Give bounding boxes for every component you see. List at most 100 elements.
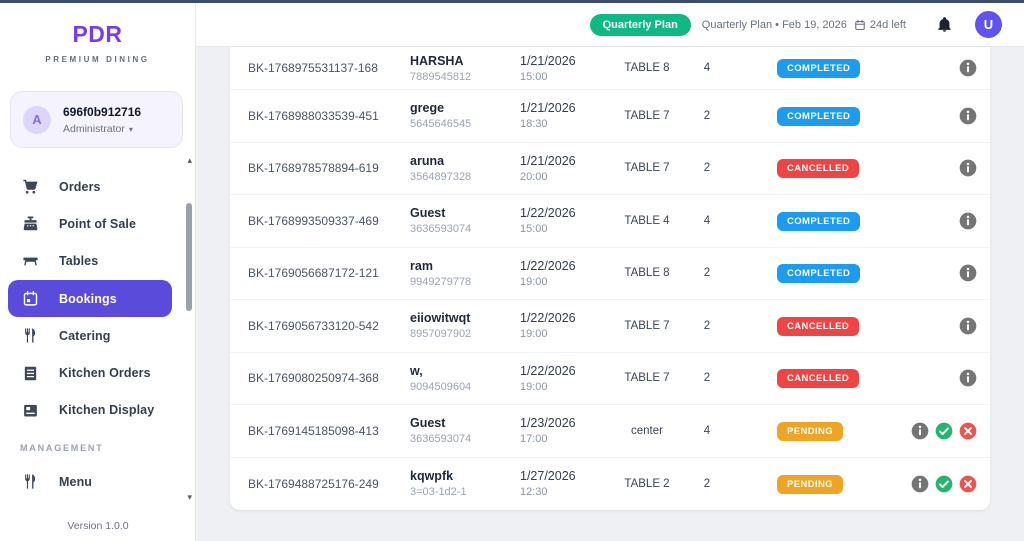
app-version: Version 1.0.0: [67, 520, 129, 532]
table-label: TABLE 8: [624, 267, 670, 280]
table-row: BK-1769056687172-121 ram 9949279778 1/22…: [230, 248, 990, 300]
approve-button[interactable]: [934, 474, 954, 494]
info-button[interactable]: [958, 58, 978, 78]
booking-id: BK-1769056733120-542: [248, 318, 379, 333]
booking-date: 1/27/2026: [520, 469, 576, 484]
booking-id: BK-1769488725176-249: [248, 476, 379, 491]
booking-time: 19:00: [520, 328, 548, 341]
info-icon: [958, 158, 978, 178]
row-actions: [898, 106, 978, 126]
scroll-up-icon[interactable]: ▴: [187, 155, 192, 165]
sidebar-item-menu[interactable]: Menu: [8, 463, 172, 500]
booking-date: 1/22/2026: [520, 363, 576, 378]
customer-name: kqwpfk: [410, 469, 454, 484]
sidebar-item-tables[interactable]: Tables: [8, 243, 172, 280]
info-button[interactable]: [958, 106, 978, 126]
info-icon: [910, 421, 930, 441]
customer-name: aruna: [410, 153, 445, 168]
guest-count: 4: [703, 62, 711, 74]
profile-id: 696f0b912716: [63, 104, 142, 119]
status-badge: PENDING: [777, 421, 844, 441]
table-label: TABLE 7: [624, 162, 670, 175]
utensils-icon: [22, 473, 39, 490]
approve-button[interactable]: [934, 421, 954, 441]
table-row: BK-1768993509337-469 Guest 3636593074 1/…: [230, 195, 990, 248]
customer-name: w,: [410, 363, 423, 378]
sidebar-scrollbar-thumb[interactable]: [186, 203, 192, 311]
info-button[interactable]: [910, 421, 930, 441]
sidebar: PDR PREMIUM DINING A 696f0b912716 Admini…: [0, 3, 196, 541]
info-button[interactable]: [958, 263, 978, 283]
profile-card[interactable]: A 696f0b912716 Administrator ▾: [10, 91, 183, 148]
bookings-table: BK-1768975531137-168 HARSHA 7889545812 1…: [230, 47, 990, 510]
info-button[interactable]: [958, 316, 978, 336]
guest-count: 4: [703, 214, 711, 227]
booking-id: BK-1769145185098-413: [248, 423, 379, 438]
register-icon: [22, 215, 39, 232]
plan-badge: Quarterly Plan: [589, 13, 691, 36]
info-button[interactable]: [910, 474, 930, 494]
status-badge: PENDING: [777, 474, 844, 494]
booking-time: 19:00: [520, 380, 548, 393]
info-button[interactable]: [958, 368, 978, 388]
info-icon: [958, 263, 978, 283]
status-badge: COMPLETED: [777, 211, 861, 231]
booking-id: BK-1769080250974-368: [248, 371, 379, 386]
sidebar-item-kitchen-orders[interactable]: Kitchen Orders: [8, 354, 172, 391]
plan-expiry-text: Quarterly Plan • Feb 19, 2026: [701, 18, 847, 31]
info-button[interactable]: [958, 211, 978, 231]
row-actions: [898, 211, 978, 231]
row-actions: [898, 263, 978, 283]
table-row: BK-1768988033539-451 grege 5645646545 1/…: [230, 90, 990, 143]
top-bar: Quarterly Plan Quarterly Plan • Feb 19, …: [196, 3, 1024, 47]
sidebar-item-catering[interactable]: Catering: [8, 317, 172, 354]
reject-icon: [958, 421, 978, 441]
table-label: TABLE 8: [624, 62, 670, 74]
sidebar-item-bookings[interactable]: Bookings: [8, 279, 172, 318]
customer-name: eiiowitwqt: [410, 311, 471, 326]
reject-button[interactable]: [958, 474, 978, 494]
table-row: BK-1769080250974-368 w, 9094509604 1/22/…: [230, 353, 990, 405]
info-icon: [958, 58, 978, 78]
booking-date: 1/21/2026: [520, 101, 576, 116]
scroll-down-icon[interactable]: ▾: [187, 492, 192, 502]
info-icon: [910, 474, 930, 494]
approve-icon: [934, 421, 954, 441]
display-icon: [22, 402, 39, 419]
sidebar-item-kitchen-display[interactable]: Kitchen Display: [8, 392, 172, 429]
booking-time: 12:30: [520, 486, 548, 499]
booking-time: 18:30: [520, 118, 548, 131]
customer-phone: 3636593074: [410, 433, 472, 446]
brand-name: PDR: [72, 21, 123, 47]
notification-bell-icon[interactable]: [936, 16, 953, 33]
info-icon: [958, 211, 978, 231]
guest-count: 2: [703, 372, 711, 385]
customer-phone: 7889545812: [410, 70, 472, 83]
row-actions: [898, 58, 978, 78]
sidebar-item-orders[interactable]: Orders: [8, 168, 172, 205]
booking-time: 15:00: [520, 70, 548, 83]
booking-id: BK-1769056687172-121: [248, 266, 379, 281]
reject-button[interactable]: [958, 421, 978, 441]
table-row: BK-1769056733120-542 eiiowitwqt 89570979…: [230, 300, 990, 353]
brand: PDR PREMIUM DINING: [0, 3, 195, 64]
row-actions: [898, 316, 978, 336]
info-button[interactable]: [958, 158, 978, 178]
customer-phone: 9949279778: [410, 275, 472, 288]
table-row: BK-1768975531137-168 HARSHA 7889545812 1…: [230, 47, 990, 90]
row-actions: [898, 158, 978, 178]
guest-count: 4: [703, 424, 711, 437]
booking-time: 15:00: [520, 223, 548, 236]
info-icon: [958, 316, 978, 336]
window-top-edge: [0, 0, 1024, 3]
table-label: TABLE 7: [624, 319, 670, 332]
sidebar-item-point-of-sale[interactable]: Point of Sale: [8, 205, 172, 242]
chevron-down-icon[interactable]: ▾: [128, 124, 133, 134]
guest-count: 2: [703, 109, 711, 122]
profile-role: Administrator ▾: [63, 122, 133, 135]
management-section-label: MANAGEMENT: [20, 443, 104, 453]
booking-id: BK-1768975531137-168: [248, 61, 378, 75]
info-icon: [958, 106, 978, 126]
user-avatar[interactable]: U: [975, 11, 1002, 38]
booking-date: 1/22/2026: [520, 206, 576, 221]
